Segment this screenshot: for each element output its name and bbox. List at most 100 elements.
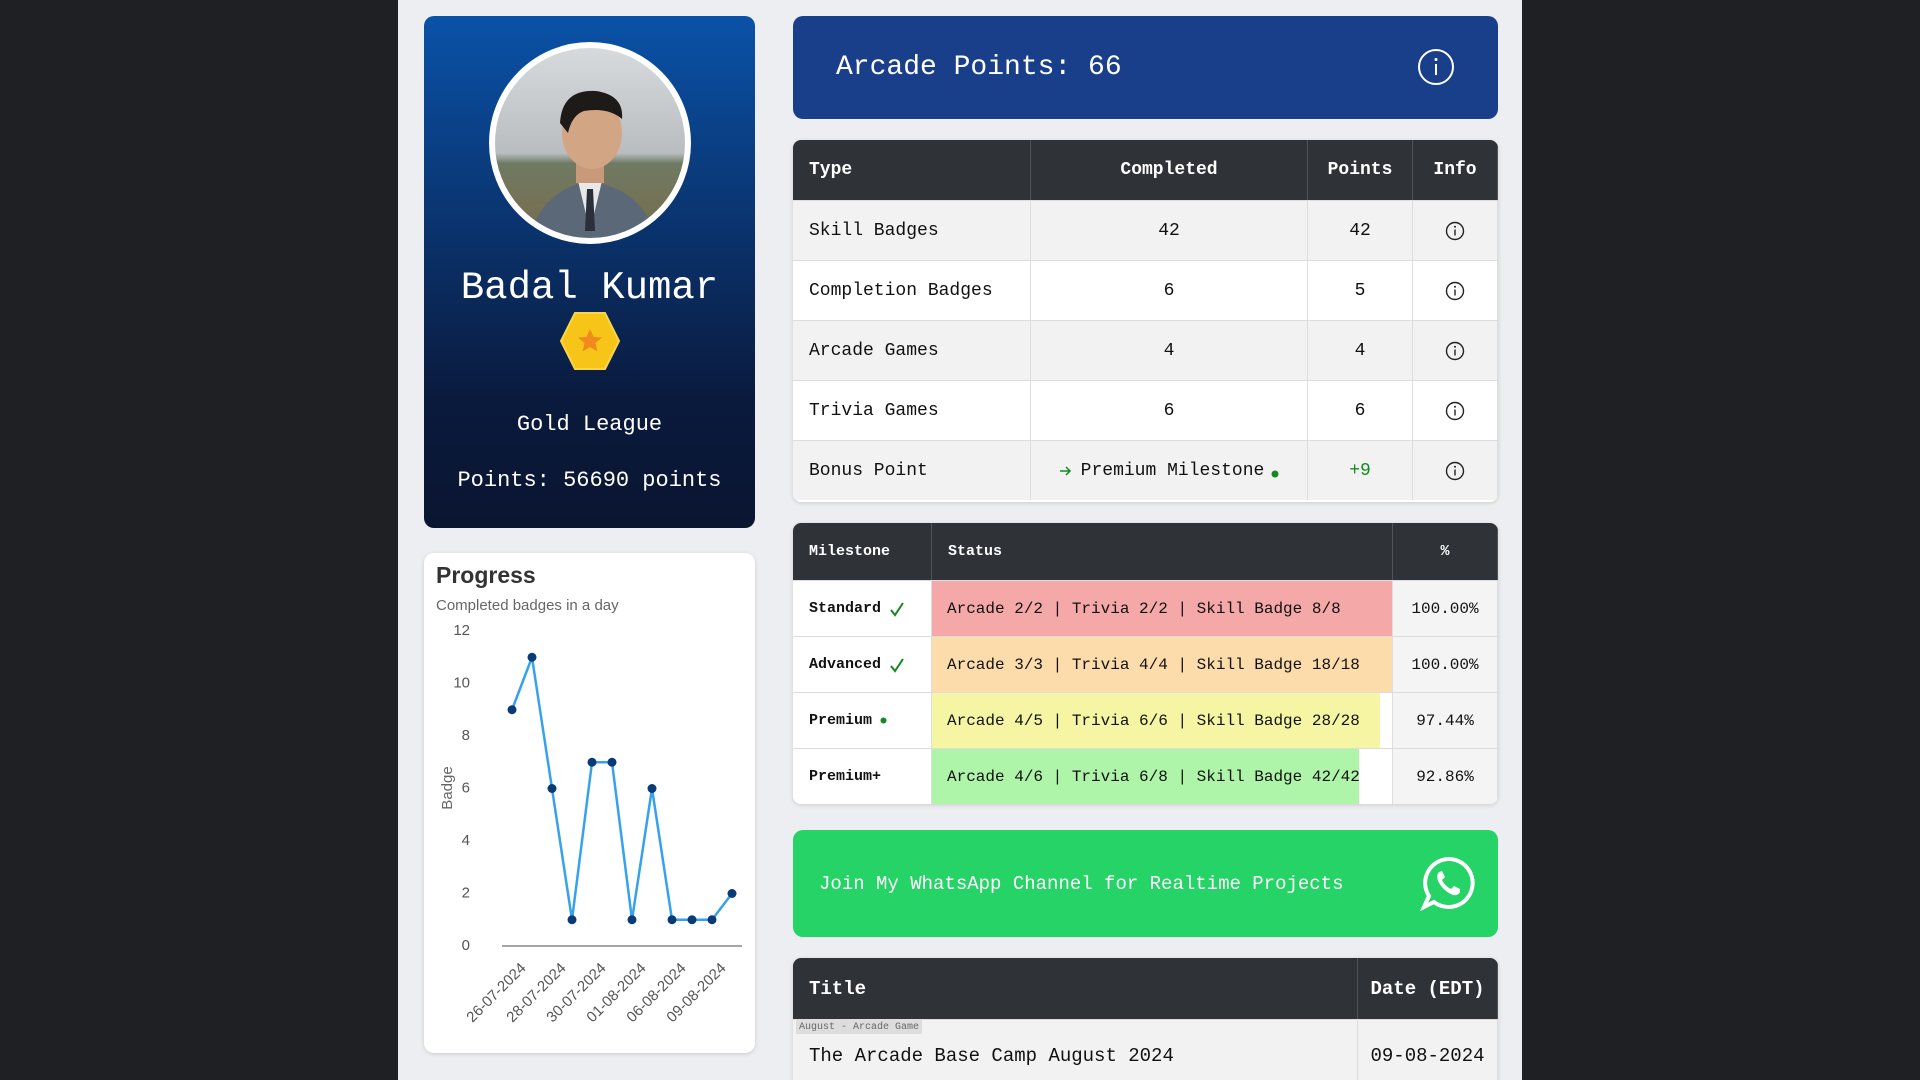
check-icon xyxy=(890,601,904,617)
status-cell: Arcade 4/6 | Trivia 6/8 | Skill Badge 42… xyxy=(932,748,1393,804)
points-table: Type Completed Points Info Skill Badges 42 42 C… xyxy=(793,140,1498,502)
value-cell-text: 4 xyxy=(1354,340,1366,361)
league-badge xyxy=(559,312,621,370)
whatsapp-text: Join My WhatsApp Channel for Realtime Pr… xyxy=(819,872,1344,895)
type-cell-text: Completion Badges xyxy=(809,280,993,301)
milestone-name-text: Premium xyxy=(809,712,873,729)
table-header-text: Type xyxy=(809,160,853,180)
type-cell-text: Skill Badges xyxy=(809,220,939,241)
milestone-name: Premium+ xyxy=(793,748,932,804)
y-tick-label: 4 xyxy=(462,832,470,849)
y-tick-label: 6 xyxy=(462,779,470,796)
type-cell-text: Arcade Games xyxy=(809,340,939,361)
value-cell: 42 xyxy=(1308,200,1413,260)
type-cell-text: Bonus Point xyxy=(809,460,928,481)
user-name: Badal Kumar xyxy=(460,266,719,310)
arcade-points-banner: Arcade Points: 66 xyxy=(793,16,1498,119)
info-button[interactable] xyxy=(1445,401,1465,421)
type-cell-text: Trivia Games xyxy=(809,400,939,421)
status-text: Arcade 4/6 | Trivia 6/8 | Skill Badge 42… xyxy=(947,767,1360,786)
value-cell-text: 6 xyxy=(1354,400,1366,421)
percent-cell: 100.00% xyxy=(1393,580,1498,636)
chart-subtitle: Completed badges in a day xyxy=(436,597,619,614)
type-cell: Bonus Point xyxy=(793,440,1031,500)
table-header: Info xyxy=(1413,140,1498,200)
milestone-table: Milestone Status% Standard Arcade 2/2 | Tri… xyxy=(793,523,1498,804)
table-header-text: Info xyxy=(1433,160,1477,180)
info-button[interactable] xyxy=(1445,281,1465,301)
value-cell: 4 xyxy=(1031,320,1308,380)
value-cell: 5 xyxy=(1308,260,1413,320)
event-date: 09-08-2024 xyxy=(1358,1019,1498,1080)
data-point xyxy=(667,915,677,925)
milestone-name: Standard xyxy=(793,580,932,636)
milestone-name-text: Advanced xyxy=(809,656,882,673)
y-tick-label: 12 xyxy=(453,622,470,639)
whatsapp-banner[interactable]: Join My WhatsApp Channel for Realtime Pr… xyxy=(793,830,1498,937)
whatsapp-icon xyxy=(1420,856,1475,911)
table-header-text: Completed xyxy=(1120,160,1218,180)
value-cell-text: +9 xyxy=(1349,460,1371,481)
progress-bar xyxy=(932,637,1392,692)
data-point xyxy=(627,915,637,925)
value-cell-text: Premium Milestone xyxy=(1080,460,1265,481)
value-cell: Premium Milestone xyxy=(1031,440,1308,500)
type-cell: Skill Badges xyxy=(793,200,1031,260)
value-cell-text: 4 xyxy=(1163,340,1175,361)
info-button[interactable] xyxy=(1445,461,1465,481)
data-point xyxy=(587,757,597,767)
table-header-text: Milestone xyxy=(809,543,891,560)
value-cell-text: 6 xyxy=(1163,400,1175,421)
check-icon xyxy=(890,657,904,673)
table-header: Completed xyxy=(1031,140,1308,200)
percent-cell: 97.44% xyxy=(1393,692,1498,748)
percent-cell-text: 92.86% xyxy=(1416,767,1474,786)
value-cell: 42 xyxy=(1031,200,1308,260)
data-point xyxy=(687,915,697,925)
table-header: Milestone xyxy=(793,523,932,580)
y-tick-label: 10 xyxy=(453,674,470,691)
value-cell: +9 xyxy=(1308,440,1413,500)
league-name: Gold League xyxy=(516,412,663,437)
value-cell: 6 xyxy=(1031,380,1308,440)
profile-points: Points: 56690 points xyxy=(457,468,722,493)
info-button[interactable] xyxy=(1445,341,1465,361)
data-point xyxy=(547,784,557,793)
chart-title: Progress xyxy=(436,562,536,588)
milestone-name: Premium xyxy=(793,692,932,748)
table-header-text: % xyxy=(1440,543,1450,560)
value-cell: 6 xyxy=(1031,260,1308,320)
info-cell xyxy=(1413,260,1498,320)
milestone-name: Advanced xyxy=(793,636,932,692)
status-dot xyxy=(1271,470,1279,477)
value-cell-text: 6 xyxy=(1163,280,1175,301)
info-button[interactable] xyxy=(1417,48,1455,86)
value-cell-text: 42 xyxy=(1158,220,1180,241)
series-line xyxy=(510,652,733,921)
progress-bar xyxy=(932,693,1381,748)
y-tick-label: 2 xyxy=(462,884,470,901)
status-dot xyxy=(880,717,887,724)
info-cell xyxy=(1413,440,1498,500)
chart: Progress Completed badges in a day Badge… xyxy=(436,562,742,1026)
table-header: Title xyxy=(793,958,1358,1019)
value-cell-text: 42 xyxy=(1349,220,1371,241)
value-cell: 4 xyxy=(1308,320,1413,380)
profile-card: Badal Kumar Gold League Points: 56690 po… xyxy=(424,16,755,528)
y-axis-label: Badge xyxy=(439,766,456,809)
data-point xyxy=(647,784,657,793)
progress-bar xyxy=(932,581,1392,636)
event-date-text: 09-08-2024 xyxy=(1370,1045,1485,1067)
percent-cell-text: 100.00% xyxy=(1411,655,1479,674)
status-cell: Arcade 4/5 | Trivia 6/6 | Skill Badge 28… xyxy=(932,692,1393,748)
table-header-text: Date (EDT) xyxy=(1370,977,1485,1000)
info-cell xyxy=(1413,320,1498,380)
event-tag-text: August - Arcade Game xyxy=(799,1021,920,1033)
status-text: Arcade 3/3 | Trivia 4/4 | Skill Badge 18… xyxy=(947,655,1360,674)
table-header: % xyxy=(1393,523,1498,580)
progress-bar xyxy=(932,749,1360,804)
info-button[interactable] xyxy=(1445,221,1465,241)
data-point xyxy=(607,757,617,767)
type-cell: Trivia Games xyxy=(793,380,1031,440)
arrow-icon xyxy=(1059,465,1071,476)
